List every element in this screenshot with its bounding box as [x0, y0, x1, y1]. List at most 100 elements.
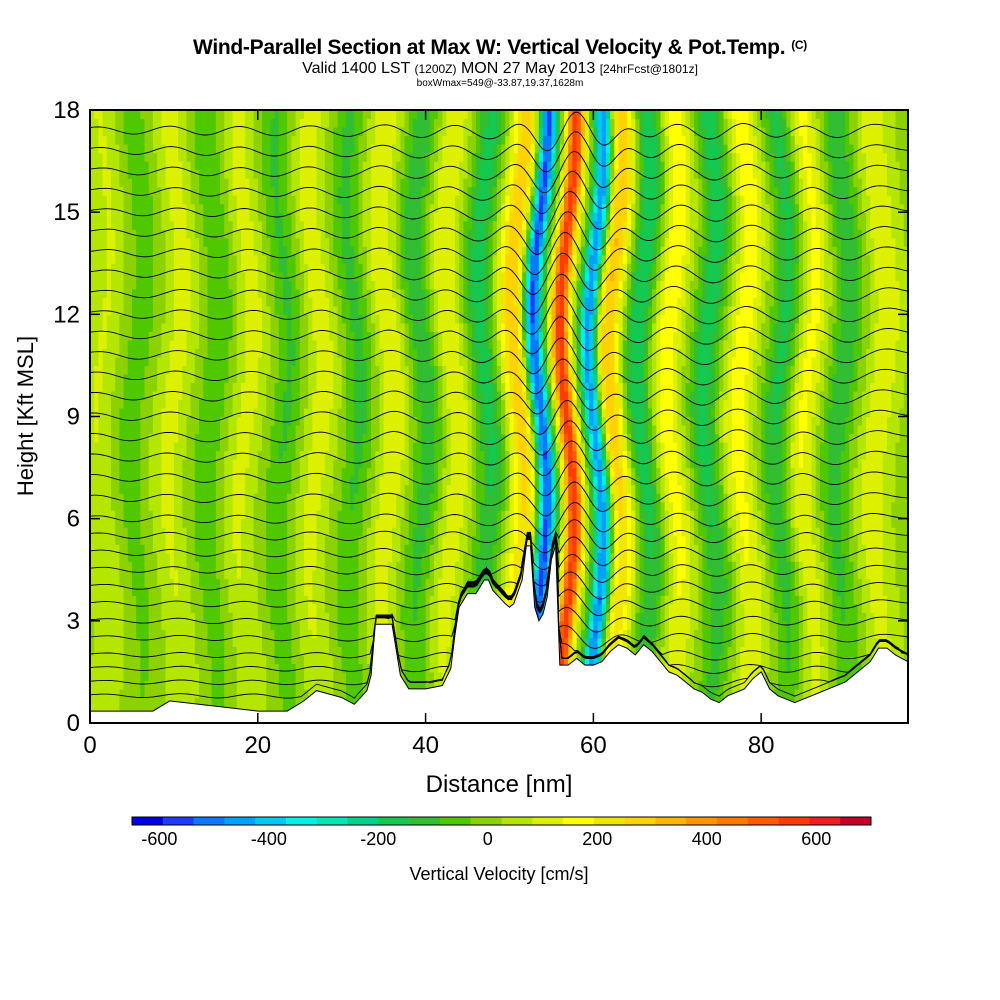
w-cell — [350, 246, 355, 256]
w-cell — [282, 705, 288, 716]
w-cell — [203, 442, 209, 452]
w-cell — [203, 544, 209, 554]
w-cell — [375, 450, 381, 460]
w-cell — [333, 425, 339, 435]
w-cell — [320, 254, 326, 264]
w-cell — [257, 263, 263, 273]
w-cell — [303, 382, 309, 392]
w-cell — [165, 271, 171, 281]
w-cell — [148, 288, 154, 298]
w-cell — [249, 212, 255, 222]
w-cell — [366, 442, 372, 452]
w-cell — [350, 229, 355, 239]
w-cell — [211, 501, 217, 511]
w-cell — [329, 484, 334, 494]
w-cell — [178, 373, 183, 384]
w-cell — [282, 356, 288, 367]
w-cell — [232, 314, 238, 324]
w-cell — [178, 561, 183, 571]
w-cell — [131, 246, 137, 256]
w-cell — [257, 407, 263, 418]
w-cell — [94, 127, 99, 137]
w-cell — [157, 459, 162, 469]
w-cell — [371, 339, 376, 349]
w-cell — [102, 629, 108, 639]
w-cell — [299, 459, 305, 469]
w-cell — [345, 169, 351, 179]
w-cell — [329, 569, 334, 579]
w-cell — [190, 680, 196, 690]
w-cell — [140, 390, 146, 401]
w-cell — [157, 561, 162, 571]
w-cell — [127, 161, 133, 171]
w-cell — [140, 195, 146, 205]
w-cell — [169, 552, 175, 562]
w-cell — [241, 493, 246, 503]
w-cell — [194, 331, 200, 341]
w-cell — [127, 569, 133, 579]
w-cell — [186, 407, 192, 418]
w-cell — [257, 620, 263, 630]
w-cell — [140, 663, 146, 673]
w-cell — [106, 271, 112, 281]
w-cell — [324, 561, 330, 571]
w-cell — [316, 373, 322, 384]
w-cell — [312, 118, 318, 128]
w-cell — [127, 501, 133, 511]
w-cell — [173, 373, 179, 384]
w-cell — [106, 237, 112, 247]
w-cell — [257, 212, 263, 222]
w-cell — [329, 459, 334, 469]
w-cell — [106, 595, 112, 605]
w-cell — [312, 348, 318, 358]
w-cell — [287, 552, 292, 562]
w-cell — [232, 688, 238, 699]
w-cell — [253, 322, 259, 332]
w-cell — [119, 578, 125, 588]
w-cell — [312, 552, 318, 562]
w-cell — [354, 620, 360, 630]
w-cell — [182, 569, 188, 579]
w-cell — [366, 510, 372, 520]
w-cell — [228, 186, 234, 196]
w-cell — [341, 186, 347, 196]
w-cell — [362, 178, 368, 188]
w-cell — [329, 237, 334, 247]
w-cell — [115, 425, 120, 435]
w-cell — [203, 135, 209, 145]
w-cell — [299, 518, 305, 528]
w-cell — [115, 382, 120, 392]
w-cell — [303, 595, 309, 605]
w-cell — [274, 220, 280, 230]
w-cell — [194, 246, 200, 256]
w-cell — [257, 305, 263, 315]
w-cell — [165, 484, 171, 494]
w-cell — [291, 586, 297, 596]
w-cell — [329, 382, 334, 392]
w-cell — [110, 697, 116, 707]
w-cell — [119, 399, 125, 409]
w-cell — [308, 399, 313, 409]
w-cell — [169, 237, 175, 247]
w-cell — [257, 705, 263, 716]
w-cell — [106, 169, 112, 179]
w-cell — [224, 535, 230, 545]
w-cell — [199, 178, 204, 188]
w-cell — [253, 331, 259, 341]
w-cell — [362, 654, 368, 664]
w-cell — [333, 382, 339, 392]
w-cell — [211, 510, 217, 520]
w-cell — [295, 459, 301, 469]
w-cell — [375, 510, 381, 520]
w-cell — [178, 629, 183, 639]
w-cell — [375, 501, 381, 511]
w-cell — [341, 203, 347, 213]
w-cell — [316, 671, 322, 682]
w-cell — [345, 561, 351, 571]
w-cell — [127, 629, 133, 639]
w-cell — [115, 671, 120, 682]
w-cell — [236, 501, 242, 511]
w-cell — [119, 407, 125, 418]
w-cell — [220, 535, 225, 545]
w-cell — [140, 646, 146, 656]
